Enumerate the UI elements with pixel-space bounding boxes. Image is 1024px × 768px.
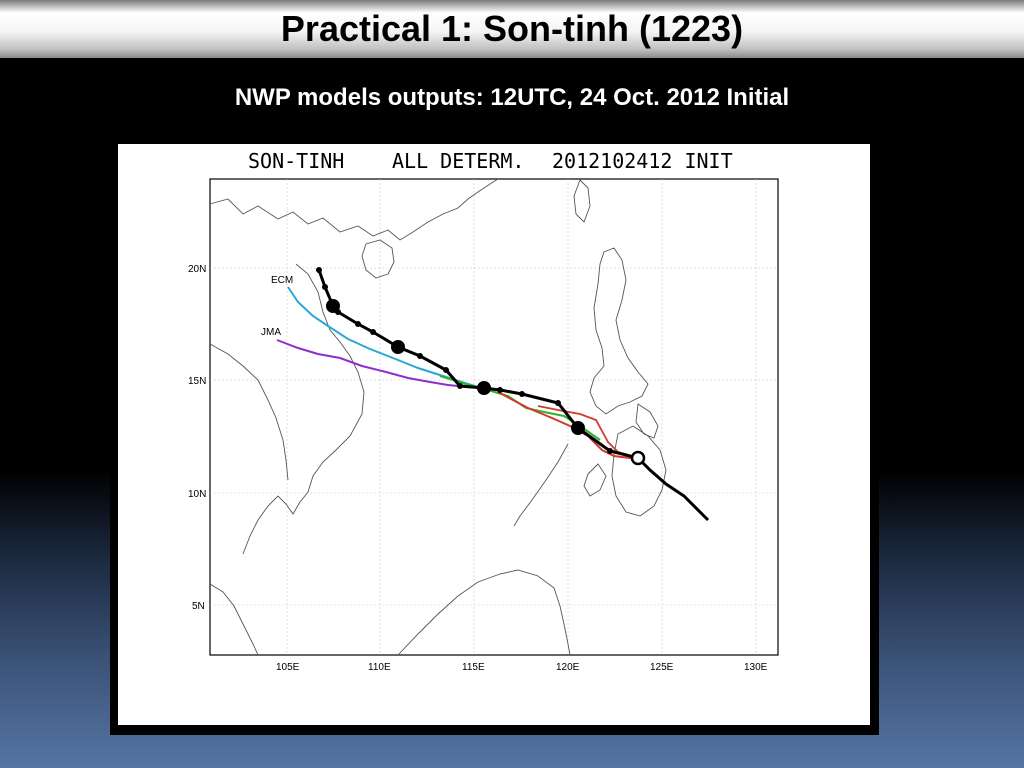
map-title-storm: SON-TINH [248,149,344,173]
lat-label-15n: 15N [188,376,206,387]
figure-frame: SON-TINH ALL DETERM. 2012102412 INIT [110,137,879,735]
jma-track [276,339,469,388]
track-map: SON-TINH ALL DETERM. 2012102412 INIT [188,149,779,673]
map-title-init: 2012102412 INIT [552,149,733,173]
lon-label-120e: 120E [556,662,580,673]
plot-frame [209,178,779,656]
longitude-labels: 105E 110E 115E 120E 125E 130E [276,662,768,673]
lon-label-115e: 115E [462,662,485,673]
lon-label-130e: 130E [744,662,768,673]
lon-label-110e: 110E [368,662,391,673]
lat-label-10n: 10N [188,489,206,500]
slide-subtitle: NWP models outputs: 12UTC, 24 Oct. 2012 … [234,84,790,111]
slide-title: Practical 1: Son-tinh (1223) [280,8,744,49]
plot-area: ECM JMA [209,178,779,656]
coastlines [209,178,667,656]
initial-position-marker [630,450,646,466]
map-title-type: ALL DETERM. [392,149,524,173]
lon-label-105e: 105E [276,662,300,673]
lat-label-20n: 20N [188,264,206,275]
title-bar: Practical 1: Son-tinh (1223) [0,0,1024,58]
jma-label: JMA [261,327,281,338]
lat-label-5n: 5N [192,601,205,612]
track-map-figure: SON-TINH ALL DETERM. 2012102412 INIT [118,144,870,725]
forecast-tracks [276,267,710,522]
lon-label-125e: 125E [650,662,674,673]
latitude-labels: 20N 15N 10N 5N [188,264,206,612]
black-track-points [316,267,613,454]
ecm-label: ECM [271,275,293,286]
